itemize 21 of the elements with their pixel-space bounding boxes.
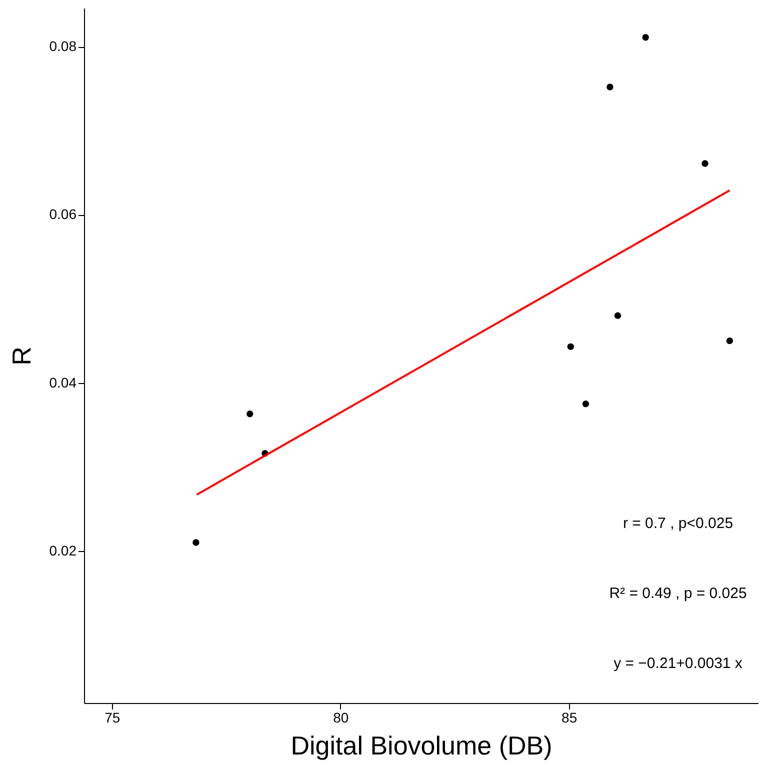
x-tick-label: 85 xyxy=(562,710,578,726)
y-tick-label: 0.06 xyxy=(49,206,77,222)
point xyxy=(726,337,734,344)
y-axis-title: R xyxy=(6,346,36,366)
y-tick-label: 0.02 xyxy=(49,542,77,558)
annotation: y = −0.21+0.0031 x xyxy=(614,655,743,672)
point xyxy=(582,400,590,408)
point xyxy=(642,34,649,41)
annotation: r = 0.7 , p<0.025 xyxy=(622,515,734,532)
point xyxy=(246,410,254,418)
point xyxy=(606,84,614,90)
point xyxy=(567,343,574,350)
point xyxy=(192,539,200,546)
annotation: R² = 0.49 , p = 0.025 xyxy=(609,585,747,602)
x-axis-title: Digital Biovolume (DB) xyxy=(290,730,552,760)
x-tick-label: 75 xyxy=(104,710,120,726)
point xyxy=(614,312,622,319)
x-tick-label: 80 xyxy=(333,710,349,726)
point xyxy=(702,160,708,167)
y-tick-label: 0.08 xyxy=(49,38,77,54)
y-tick-label: 0.04 xyxy=(49,374,77,390)
